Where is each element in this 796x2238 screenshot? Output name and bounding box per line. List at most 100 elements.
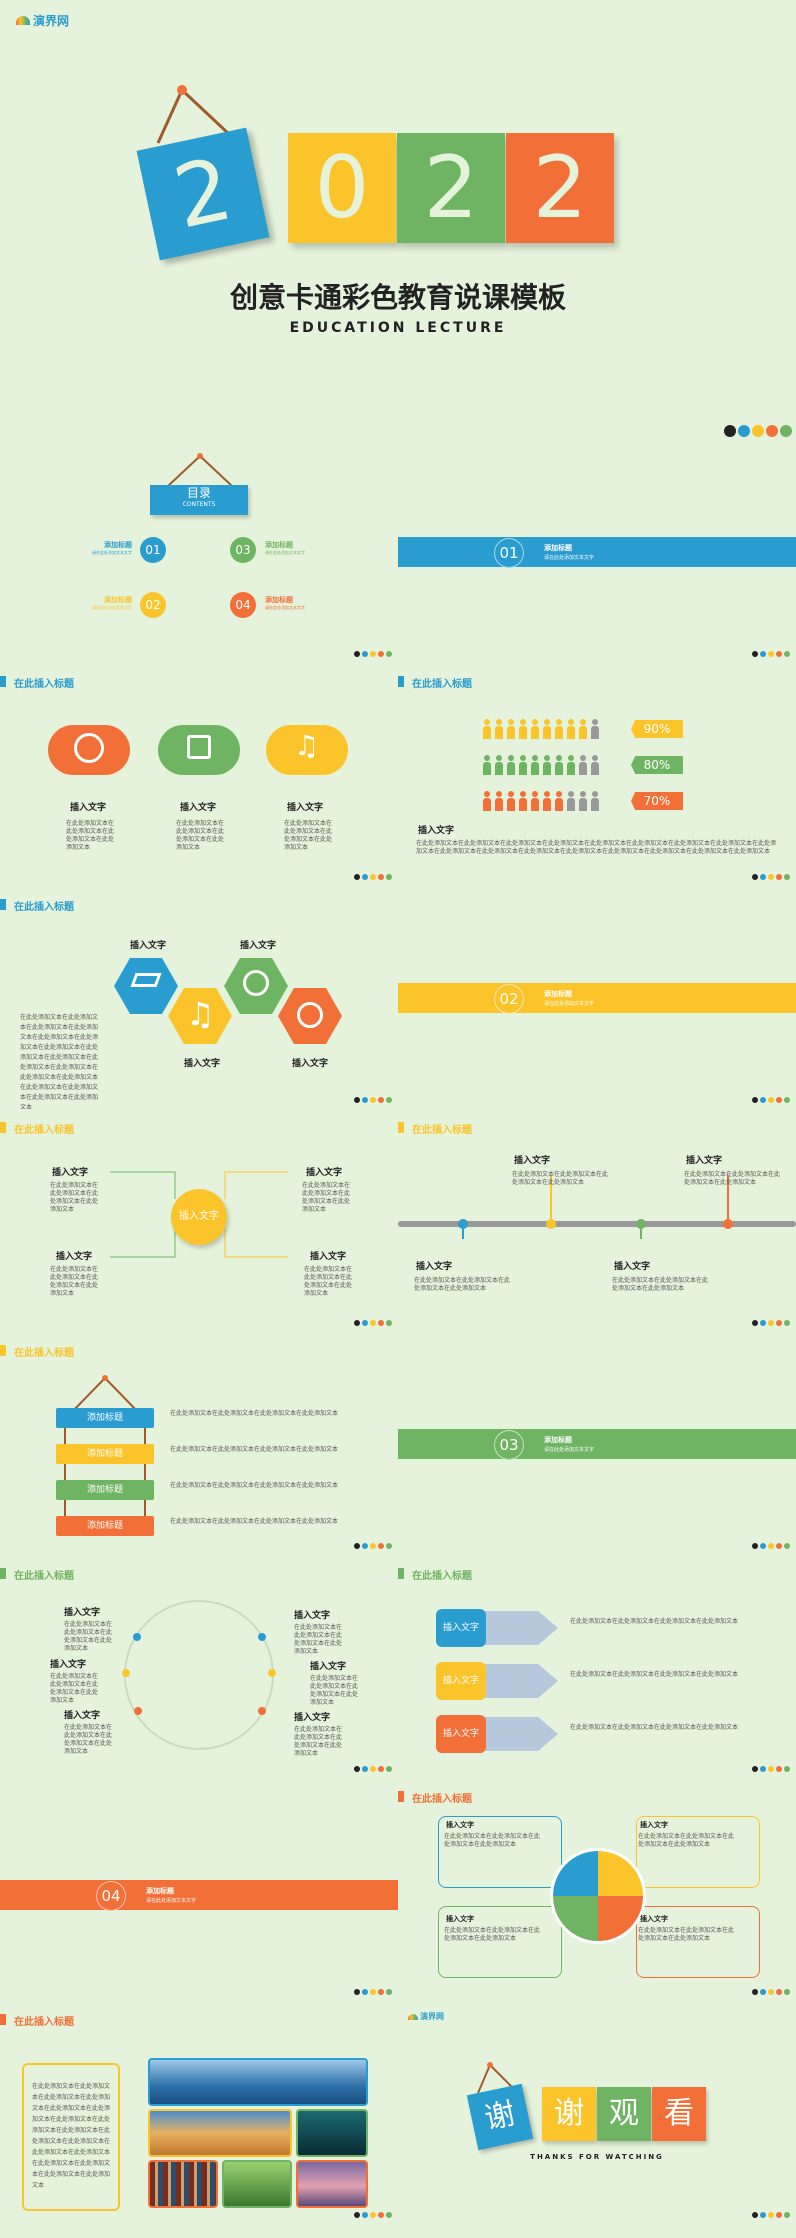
digit-card-3: 2 [397,133,505,243]
ring-label-1: 插入文字 [64,1608,101,1618]
section-bar: 01 添加标题 请在此处添加文本文字 [398,537,796,568]
hex-label-3: 插入文字 [184,1059,221,1069]
thanks-card-4: 看 [652,2087,706,2141]
box-text-1: 在此处添加文本在此处添加文本在此处添加文本在此处添加文本 [444,1833,541,1848]
section-title: 添加标题 [544,1436,572,1444]
person-icon [507,791,515,811]
tick-1 [462,1229,464,1239]
ring-text-2: 在此处添加文本在此处添加文本在此处添加文本在此处添加文本 [50,1673,99,1704]
cover-subtitle: EDUCATION LECTURE [289,320,507,336]
slide-dots [752,1320,790,1326]
section-bar: 02 添加标题 请在此处添加文本文字 [398,983,796,1014]
percent-label: 插入文字 [418,826,455,836]
person-icon [543,791,551,811]
graduation-cap-icon [130,973,162,987]
bulb-icon [74,733,104,763]
person-icon [519,791,527,811]
box-label-4: 插入文字 [640,1915,668,1923]
toc-item-02[interactable]: 添加标题 请在此处添加文本文字 02 [80,592,180,618]
slide-title: 在此插入标题 [398,1121,472,1136]
toc-card: 目录 CONTENTS [150,485,248,515]
person-icon [555,719,563,739]
cc-text-3: 在此处添加文本在此处添加文本在此处添加文本在此处添加文本 [50,1266,99,1297]
hanging-string [156,85,232,144]
sign-board-1: 添加标题 [56,1408,154,1428]
bubble-text-3: 在此处添加文本在此处添加文本在此处添加文本在此处添加文本 [284,820,333,851]
center-circle: 插入文字 [171,1189,227,1245]
percent-slide: 在此插入标题 90% 80% 70% 插入文字 在此处添加文本在此处添加文本在此处添… [398,663,796,886]
ring-dot-5 [268,1669,276,1677]
timeline-dot-3 [636,1219,646,1229]
sign-text-2: 在此处添加文本在此处添加文本在此处添加文本在此处添加文本 [170,1446,339,1453]
slide-title: 在此插入标题 [398,675,472,690]
tl-label-4: 插入文字 [686,1156,723,1166]
hex-label-4: 插入文字 [292,1059,329,1069]
person-icon [519,719,527,739]
slide-dots [354,1097,392,1103]
toc-item-desc: 请在此处添加文本文字 [265,550,305,555]
ring-label-4: 插入文字 [294,1611,331,1621]
person-icon [579,755,587,775]
music-note-icon: ♫ [186,995,215,1033]
person-icon [495,755,503,775]
person-icon [555,791,563,811]
box-text-3: 在此处添加文本在此处添加文本在此处添加文本在此处添加文本 [444,1927,541,1942]
badge-icon [297,1002,323,1028]
pie-slide: 在此插入标题 插入文字 在此处添加文本在此处添加文本在此处添加文本在此处添加文本… [398,1778,796,2001]
ring-dot-4 [258,1633,266,1641]
ring-dot-6 [258,1707,266,1715]
section-02-slide: 02 添加标题 请在此处添加文本文字 [398,886,796,1109]
section-03-slide: 03 添加标题 请在此处添加文本文字 [398,1332,796,1555]
toc-item-03[interactable]: 03 添加标题 请在此处添加文本文字 [230,537,330,563]
photo-ocean [148,2058,368,2106]
dot-black [724,425,736,437]
photo-forest [222,2160,292,2208]
section-number: 01 [494,538,524,568]
section-number: 03 [494,1430,524,1460]
bubble-green [158,725,240,775]
slide-dots [354,874,392,880]
digit-card-2: 0 [288,133,396,243]
digit-card-1: 2 [136,127,270,261]
person-icon [483,719,491,739]
dot-green [780,425,792,437]
sign-text-1: 在此处添加文本在此处添加文本在此处添加文本在此处添加文本 [170,1410,339,1417]
ring-text-4: 在此处添加文本在此处添加文本在此处添加文本在此处添加文本 [294,1624,343,1655]
toc-item-title: 添加标题 [104,541,132,549]
slide-dots [752,2212,790,2218]
digit-card-4: 2 [506,133,614,243]
tl-label-1: 插入文字 [416,1262,453,1272]
section-desc: 请在此处添加文本文字 [146,1898,197,1904]
quadrant-pie [550,1848,646,1944]
people-row: 90% [483,718,713,740]
slide-dots [354,2212,392,2218]
hex-label-2: 插入文字 [240,941,277,951]
bubbles-slide: 在此插入标题 ♫ 插入文字 插入文字 插入文字 在此处添加文本在此处添加文本在此… [0,663,398,886]
person-icon [483,791,491,811]
toc-item-01[interactable]: 添加标题 请在此处添加文本文字 01 [80,537,180,563]
cover-title: 创意卡通彩色教育说课模板 [229,281,566,314]
tl-text-2: 在此处添加文本在此处添加文本在此处添加文本在此处添加文本 [512,1171,609,1186]
dot-yellow [752,425,764,437]
ring-text-5: 在此处添加文本在此处添加文本在此处添加文本在此处添加文本 [310,1675,359,1706]
section-title: 添加标题 [544,544,572,552]
cc-label-2: 插入文字 [306,1168,343,1178]
percent-body: 在此处添加文本在此处添加文本在此处添加文本在此处添加文本在此处添加文本在此处添加… [416,840,777,855]
people-row: 70% [483,790,713,812]
slide-dots [354,1766,392,1772]
cover: 演界网 2 0 2 2 创意卡通彩色教育说课模板 EDUCATION LECTU… [0,0,796,440]
ring-label-6: 插入文字 [294,1713,331,1723]
thanks-slide: 演界网 谢 谢 观 看 THANKS FOR WATCHING [398,2001,796,2224]
slide-dots [354,651,392,657]
toc-item-04[interactable]: 04 添加标题 请在此处添加文本文字 [230,592,330,618]
cc-label-4: 插入文字 [310,1252,347,1262]
person-icon [507,719,515,739]
section-title: 添加标题 [544,990,572,998]
ring-dot-3 [134,1707,142,1715]
cc-text-1: 在此处添加文本在此处添加文本在此处添加文本在此处添加文本 [50,1182,99,1213]
box-3 [438,1906,562,1978]
logo-text: 演界网 [420,2012,444,2021]
tl-text-4: 在此处添加文本在此处添加文本在此处添加文本在此处添加文本 [684,1171,781,1186]
toc-slide: 目录 CONTENTS 添加标题 请在此处添加文本文字 01 03 添加标题 请… [0,440,398,663]
slide-title: 在此插入标题 [398,1567,472,1582]
